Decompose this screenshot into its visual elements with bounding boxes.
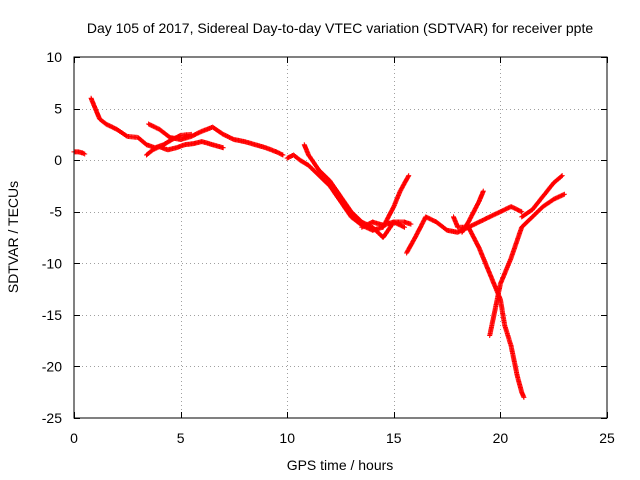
y-tick-label: -5 — [50, 204, 63, 220]
x-tick-label: 20 — [493, 430, 509, 446]
data-markers — [301, 142, 407, 240]
y-tick-label: 10 — [46, 49, 62, 65]
axis-ticks: 0 5 10 15 20 25 -25 -20 -15 -10 -5 0 5 10 — [42, 49, 615, 446]
grid-lines — [74, 57, 607, 418]
data-markers — [144, 139, 226, 158]
x-axis-label: GPS time / hours — [287, 457, 394, 473]
data-markers — [284, 152, 412, 233]
y-tick-label: -25 — [42, 410, 62, 426]
data-series-segment-4 — [144, 139, 226, 158]
data-markers — [146, 121, 286, 158]
data-series-segment-5 — [284, 152, 412, 233]
data-series-segment-10 — [487, 191, 567, 338]
chart-title: Day 105 of 2017, Sidereal Day-to-day VTE… — [87, 20, 594, 36]
data-series-segment-12 — [519, 173, 565, 220]
y-tick-label: -20 — [42, 358, 62, 374]
data-markers — [519, 173, 565, 220]
data-markers — [359, 219, 414, 230]
data-series-segment-2 — [88, 95, 194, 151]
y-tick-label: 0 — [54, 152, 62, 168]
data-markers — [487, 191, 567, 338]
data-series-segment-6 — [301, 142, 407, 240]
x-tick-label: 5 — [177, 430, 185, 446]
y-tick-label: -15 — [42, 307, 62, 323]
x-tick-label: 0 — [70, 430, 78, 446]
data-series-segment-3 — [146, 121, 286, 158]
plot-area-frame — [73, 56, 608, 419]
data-points — [71, 95, 567, 400]
x-tick-label: 15 — [386, 430, 402, 446]
data-markers — [88, 95, 194, 151]
data-markers — [451, 214, 527, 400]
x-tick-label: 10 — [279, 430, 295, 446]
y-tick-label: 5 — [54, 101, 62, 117]
data-markers — [459, 188, 486, 235]
data-series-segment-11 — [459, 188, 486, 235]
data-series-segment-7 — [359, 219, 414, 230]
x-tick-label: 25 — [599, 430, 615, 446]
y-tick-label: -10 — [42, 255, 62, 271]
y-axis-label: SDTVAR / TECUs — [5, 181, 21, 293]
data-series-segment-9 — [451, 214, 527, 400]
